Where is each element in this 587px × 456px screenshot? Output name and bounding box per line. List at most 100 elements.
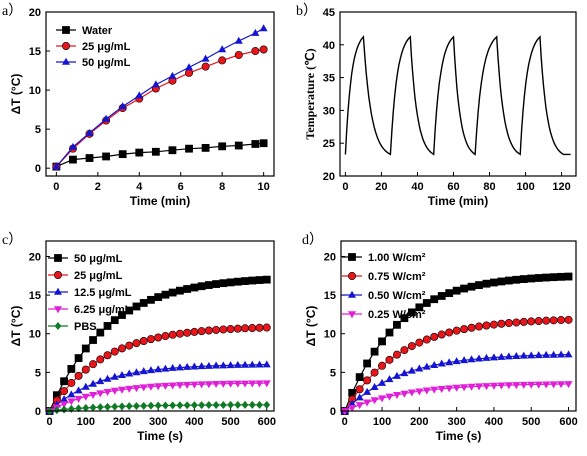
y-tick-label: 10 <box>324 329 336 341</box>
data-point <box>437 385 446 393</box>
data-point <box>378 361 387 370</box>
data-point <box>460 384 469 392</box>
x-tick-label: 120 <box>552 181 570 193</box>
data-point <box>139 384 148 392</box>
data-point <box>407 389 416 397</box>
data-point <box>140 401 148 410</box>
data-point <box>355 373 364 382</box>
data-point <box>475 354 484 362</box>
data-point <box>534 351 543 359</box>
y-tick-label: 20 <box>29 251 41 263</box>
data-point <box>437 330 446 339</box>
plot-frame <box>45 11 275 177</box>
data-point <box>204 381 213 389</box>
data-point <box>241 380 250 388</box>
data-point <box>168 71 177 79</box>
data-point <box>534 274 543 282</box>
data-point <box>527 274 536 283</box>
data-point <box>118 371 126 379</box>
data-point <box>542 381 551 389</box>
data-point <box>370 347 379 356</box>
x-tick-label: 0 <box>342 416 348 428</box>
data-point <box>110 387 119 395</box>
data-point <box>110 316 119 325</box>
data-point <box>183 401 191 410</box>
data-point <box>378 337 386 346</box>
x-tick-label: 100 <box>77 416 95 428</box>
data-point <box>183 381 192 389</box>
data-point <box>512 352 521 360</box>
data-point <box>255 360 264 368</box>
data-point <box>185 68 194 77</box>
data-point <box>96 403 104 412</box>
data-point <box>161 364 170 372</box>
data-point <box>205 401 213 410</box>
data-point <box>248 380 257 388</box>
data-point <box>370 383 379 391</box>
legend-label: 6.25 μg/mL <box>74 304 132 316</box>
data-point <box>185 144 193 153</box>
data-point <box>212 280 220 288</box>
data-point <box>445 289 454 298</box>
series-1 <box>340 272 573 415</box>
x-tick-label: 10 <box>258 181 270 193</box>
data-point <box>460 284 468 293</box>
y-tick-label: 0 <box>330 406 336 418</box>
data-point <box>218 56 227 65</box>
data-point <box>68 142 77 150</box>
legend-marker <box>62 57 70 65</box>
data-point <box>256 400 263 409</box>
data-point <box>190 381 199 389</box>
data-point <box>197 362 206 370</box>
data-point <box>161 382 170 390</box>
plot-frame <box>45 240 275 412</box>
data-point <box>190 362 199 370</box>
legend-label: PBS <box>74 321 97 333</box>
data-point <box>415 388 424 396</box>
data-point <box>201 54 210 62</box>
data-point <box>161 290 170 299</box>
data-point <box>234 400 242 409</box>
x-tick-label: 2 <box>95 181 101 193</box>
x-tick-label: 80 <box>483 181 495 193</box>
data-point <box>168 382 177 390</box>
x-tick-label: 300 <box>447 416 465 428</box>
data-point <box>175 382 184 390</box>
data-point <box>452 384 461 392</box>
data-point <box>263 400 271 409</box>
data-point <box>255 323 264 332</box>
y-tick-label: 20 <box>323 171 335 183</box>
plot-frame <box>340 240 577 412</box>
series-1 <box>344 35 571 156</box>
data-point <box>251 28 260 36</box>
data-point <box>248 360 257 368</box>
data-point <box>452 286 461 295</box>
data-point <box>259 45 268 54</box>
legend-entry: 25 μg/mL <box>48 270 123 282</box>
data-point <box>118 102 127 110</box>
data-point <box>190 283 199 292</box>
data-point <box>241 277 249 285</box>
data-point <box>363 376 372 385</box>
data-point <box>218 142 227 151</box>
y-tick-label: 15 <box>29 46 41 58</box>
data-point <box>385 375 394 383</box>
x-tick-label: 0 <box>47 416 53 428</box>
data-point <box>542 350 551 358</box>
x-tick-label: 4 <box>136 181 143 193</box>
data-point <box>557 316 566 325</box>
x-tick-label: 300 <box>149 416 167 428</box>
data-point <box>504 276 513 285</box>
data-point <box>132 339 141 348</box>
data-point <box>103 322 112 330</box>
data-point <box>60 405 68 414</box>
data-point <box>110 347 119 356</box>
data-point <box>74 386 83 394</box>
data-point <box>400 314 409 323</box>
data-point <box>103 388 112 396</box>
data-point <box>557 381 566 389</box>
data-point <box>69 155 77 164</box>
x-tick-label: 20 <box>375 181 387 193</box>
legend-label: 50 μg/mL <box>82 57 131 69</box>
data-point <box>430 332 439 341</box>
